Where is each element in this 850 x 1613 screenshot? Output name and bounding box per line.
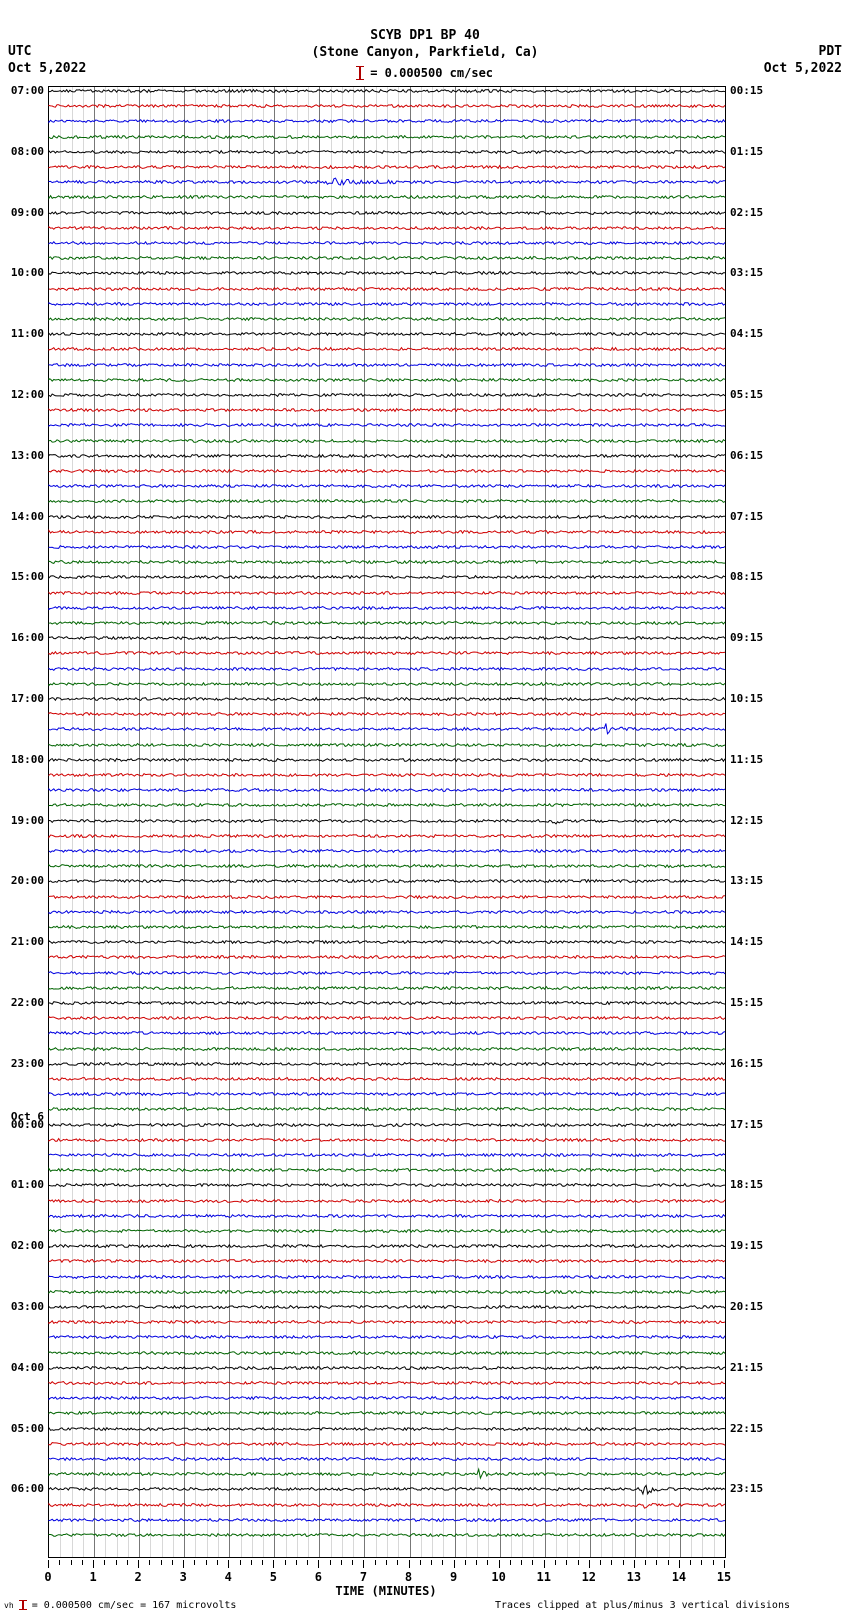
left-time-label: 08:00 [11, 145, 44, 158]
left-time-label: 17:00 [11, 692, 44, 705]
x-tick-label: 14 [672, 1570, 686, 1584]
tz-right-label: PDT Oct 5,2022 [764, 44, 842, 78]
left-time-label: 06:00 [11, 1482, 44, 1495]
right-time-label: 22:15 [730, 1422, 763, 1435]
footer-scale: vh = 0.000500 cm/sec = 167 microvolts [4, 1600, 236, 1611]
right-time-label: 11:15 [730, 753, 763, 766]
left-time-label: 12:00 [11, 388, 44, 401]
title-line1: SCYB DP1 BP 40 [0, 28, 850, 45]
left-time-label: 00:00 [11, 1118, 44, 1131]
scale-bar-icon [22, 1600, 24, 1610]
x-tick-label: 7 [360, 1570, 367, 1584]
left-time-label: 02:00 [11, 1239, 44, 1252]
left-time-label: 04:00 [11, 1361, 44, 1374]
x-tick-label: 0 [44, 1570, 51, 1584]
left-time-label: 05:00 [11, 1422, 44, 1435]
x-axis-title: TIME (MINUTES) [48, 1584, 724, 1598]
right-time-label: 06:15 [730, 449, 763, 462]
right-time-label: 00:15 [730, 84, 763, 97]
x-tick-label: 9 [450, 1570, 457, 1584]
x-tick-label: 6 [315, 1570, 322, 1584]
left-time-label: 16:00 [11, 631, 44, 644]
right-time-label: 17:15 [730, 1118, 763, 1131]
right-time-label: 10:15 [730, 692, 763, 705]
x-tick-label: 8 [405, 1570, 412, 1584]
right-time-label: 05:15 [730, 388, 763, 401]
left-time-label: 14:00 [11, 510, 44, 523]
seismic-trace [49, 1515, 725, 1555]
left-time-label: 23:00 [11, 1057, 44, 1070]
right-time-label: 19:15 [730, 1239, 763, 1252]
left-time-label: 19:00 [11, 814, 44, 827]
x-tick-label: 4 [225, 1570, 232, 1584]
right-time-label: 13:15 [730, 874, 763, 887]
right-time-label: 03:15 [730, 266, 763, 279]
right-time-label: 04:15 [730, 327, 763, 340]
footer-clip-note: Traces clipped at plus/minus 3 vertical … [495, 1600, 790, 1611]
right-time-axis: 00:15 01:15 02:15 03:15 04:15 05:15 06:15 07:15… [728, 86, 850, 1556]
left-time-axis: 07:00 08:00 09:00 10:00 11:00 12:00 13:00 14:00… [0, 86, 46, 1556]
right-time-label: 23:15 [730, 1482, 763, 1495]
left-time-label: 03:00 [11, 1300, 44, 1313]
left-time-label: 11:00 [11, 327, 44, 340]
right-time-label: 21:15 [730, 1361, 763, 1374]
x-tick-label: 12 [582, 1570, 596, 1584]
left-time-label: 07:00 [11, 84, 44, 97]
chart-header: SCYB DP1 BP 40 (Stone Canyon, Parkfield,… [0, 0, 850, 80]
left-time-label: 01:00 [11, 1178, 44, 1191]
right-time-label: 20:15 [730, 1300, 763, 1313]
left-time-label: 13:00 [11, 449, 44, 462]
left-time-label: 09:00 [11, 206, 44, 219]
right-time-label: 01:15 [730, 145, 763, 158]
right-time-label: 07:15 [730, 510, 763, 523]
x-tick-label: 15 [717, 1570, 731, 1584]
x-tick-label: 1 [89, 1570, 96, 1584]
title-line2: (Stone Canyon, Parkfield, Ca) [0, 45, 850, 62]
x-tick-label: 3 [180, 1570, 187, 1584]
left-time-label: 15:00 [11, 570, 44, 583]
left-time-label: 21:00 [11, 935, 44, 948]
right-time-label: 14:15 [730, 935, 763, 948]
left-time-label: 10:00 [11, 266, 44, 279]
right-time-label: 15:15 [730, 996, 763, 1009]
right-time-label: 12:15 [730, 814, 763, 827]
right-time-label: 16:15 [730, 1057, 763, 1070]
seismogram-plot [48, 86, 726, 1558]
right-time-label: 09:15 [730, 631, 763, 644]
x-tick-label: 11 [536, 1570, 550, 1584]
right-time-label: 02:15 [730, 206, 763, 219]
x-tick-label: 5 [270, 1570, 277, 1584]
left-time-label: 18:00 [11, 753, 44, 766]
left-time-label: 20:00 [11, 874, 44, 887]
right-time-label: 08:15 [730, 570, 763, 583]
x-tick-label: 10 [491, 1570, 505, 1584]
left-time-label: 22:00 [11, 996, 44, 1009]
right-time-label: 18:15 [730, 1178, 763, 1191]
x-tick-label: 13 [627, 1570, 641, 1584]
x-tick-label: 2 [135, 1570, 142, 1584]
